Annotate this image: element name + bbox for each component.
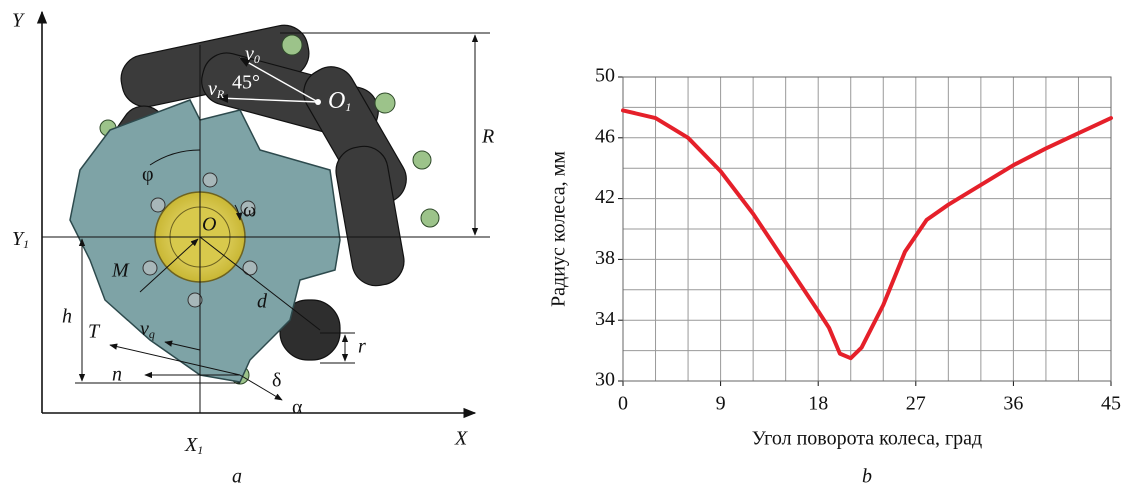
T-arrow [109, 343, 241, 376]
vR-arrow [216, 93, 319, 103]
x-tick-label: 9 [716, 393, 726, 415]
label: r [358, 336, 366, 358]
label: h [62, 306, 72, 328]
y-tick-label: 30 [595, 369, 615, 391]
x-axis-label: Угол поворота колеса, град [752, 428, 982, 450]
vq-arrow [164, 340, 201, 351]
y-tick-label: 46 [595, 125, 615, 147]
label: α [292, 397, 303, 419]
label: φ [142, 164, 154, 186]
label: vq [140, 318, 155, 341]
y-tick-label: 42 [595, 186, 615, 208]
label: X [454, 428, 468, 450]
label: d [257, 291, 268, 313]
label: vR [208, 78, 225, 101]
label: M [111, 260, 130, 282]
M-arrow [139, 238, 199, 293]
x-tick-label: 18 [808, 393, 828, 415]
chart: Радиус колеса, мм Угол поворота колеса, … [548, 65, 1121, 488]
label: v0 [245, 43, 260, 66]
x-tick-label: 27 [906, 393, 926, 415]
label: X1 [184, 434, 203, 457]
label: Y1 [12, 228, 29, 251]
label: O [202, 214, 216, 236]
y-tick-label: 50 [595, 65, 615, 87]
label: O1 [328, 88, 351, 114]
x-tick-label: 36 [1003, 393, 1023, 415]
y-tick-label: 34 [595, 308, 615, 330]
phi-arc [149, 149, 201, 166]
o1-point [315, 99, 321, 105]
label: ω [243, 200, 256, 222]
alpha-arrow [239, 374, 283, 401]
label: n [112, 364, 122, 386]
label: Y [12, 10, 25, 32]
d-line [199, 236, 321, 331]
y-tick-label: 38 [595, 247, 615, 269]
label: T [88, 321, 101, 343]
label: R [481, 126, 494, 148]
omega-arc [234, 204, 243, 221]
label: δ [272, 370, 281, 392]
label: 45° [232, 72, 260, 94]
wheel-diagram [36, 10, 490, 419]
v0-arrow [239, 57, 319, 103]
panel-label: a [232, 466, 242, 488]
bolts [142, 172, 258, 308]
panel-label: b [862, 466, 872, 488]
plot-frame [622, 76, 1112, 382]
diagram-labels: Y X Y1 X1 R h r d O O1 M T n φ ω δ α v0 … [12, 10, 494, 488]
data-line [621, 108, 1113, 361]
x-tick-label: 45 [1101, 393, 1121, 415]
x-tick-label: 0 [618, 393, 628, 415]
y-axis-label: Радиус колеса, мм [548, 151, 570, 307]
